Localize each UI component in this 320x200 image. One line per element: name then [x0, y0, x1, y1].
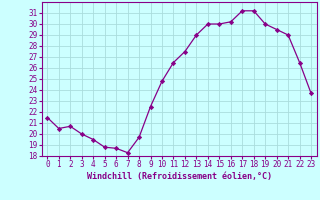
X-axis label: Windchill (Refroidissement éolien,°C): Windchill (Refroidissement éolien,°C)	[87, 172, 272, 181]
